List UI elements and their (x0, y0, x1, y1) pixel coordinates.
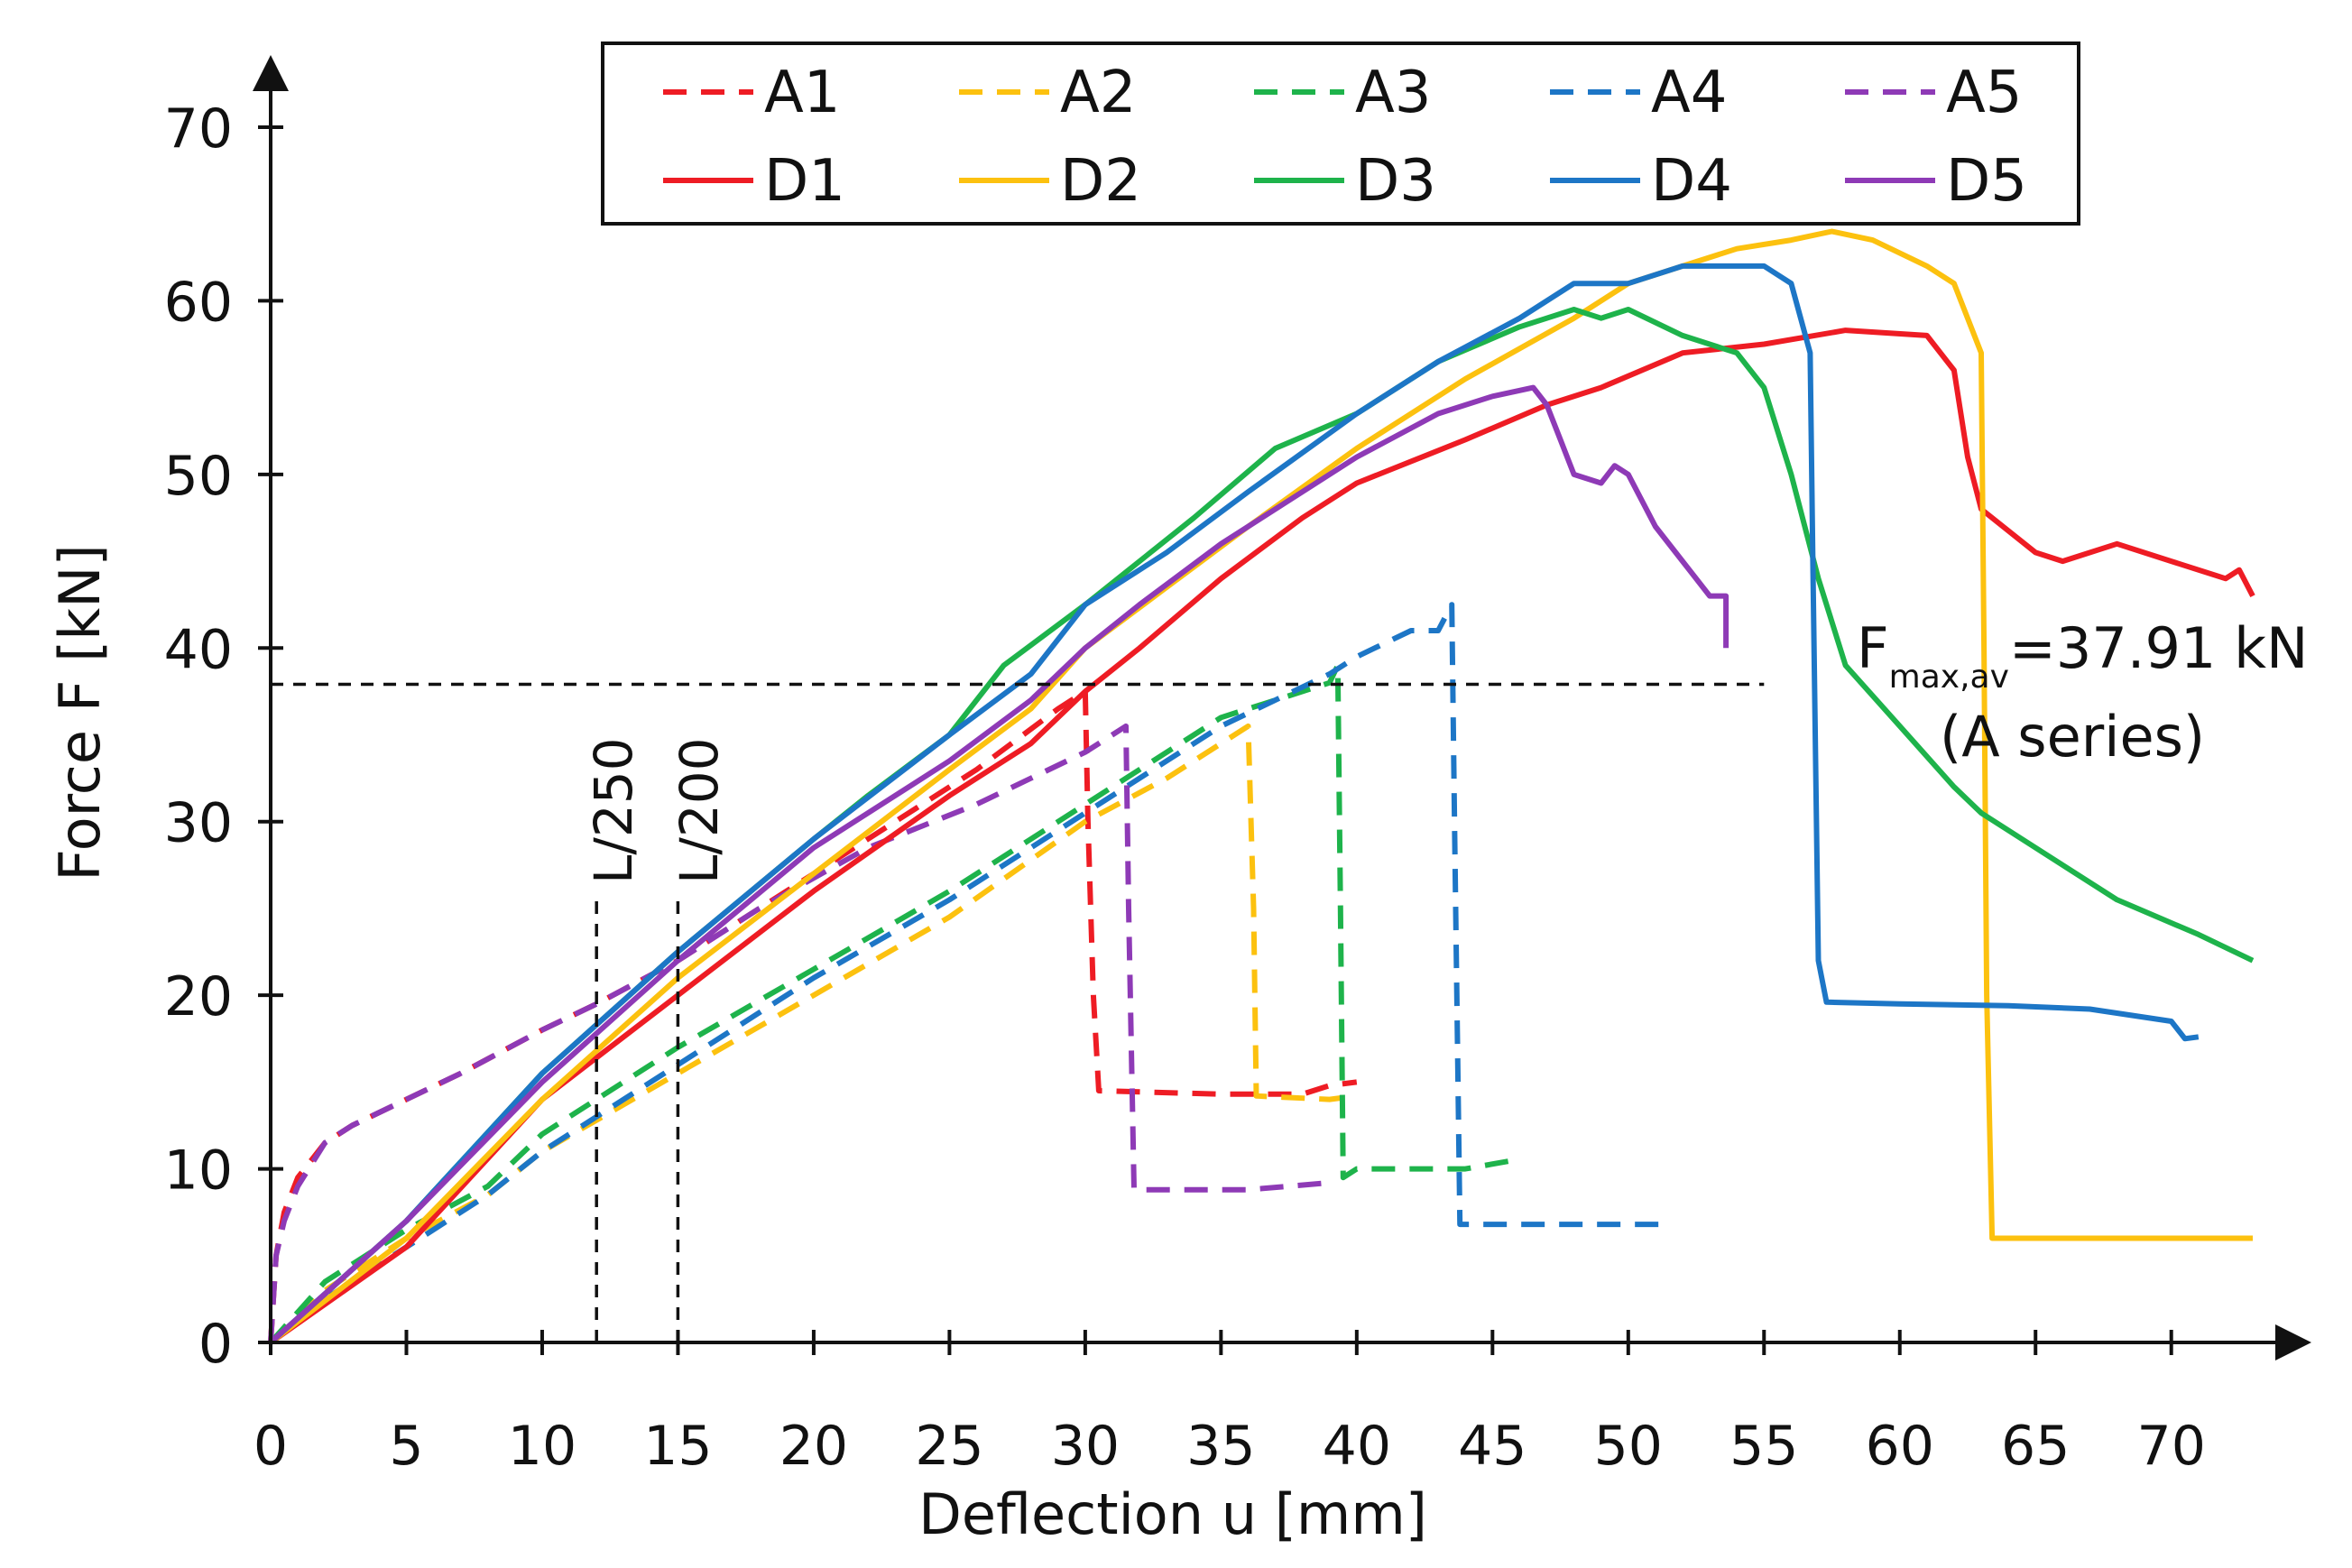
legend-label-d2: D2 (1060, 148, 1141, 215)
y-tick-label: 10 (164, 1139, 233, 1203)
y-tick-label: 0 (198, 1313, 233, 1376)
x-tick-label: 20 (779, 1415, 848, 1478)
legend-label-a4: A4 (1651, 60, 1728, 126)
x-tick-label: 50 (1594, 1415, 1663, 1478)
x-tick-label: 70 (2137, 1415, 2206, 1478)
legend-label-a2: A2 (1060, 60, 1137, 126)
x-tick-label: 30 (1051, 1415, 1120, 1478)
fmax-value: =37.91 kN (2009, 615, 2308, 681)
legend-label-d4: D4 (1651, 148, 1732, 215)
series-line-d4 (268, 263, 2200, 1345)
x-tick-label: 40 (1323, 1415, 1391, 1478)
x-tick-label: 45 (1458, 1415, 1526, 1478)
legend-label-d5: D5 (1946, 148, 2027, 215)
series-line-d5 (268, 384, 1729, 1345)
series-line-a3 (268, 662, 1515, 1345)
series-layer (268, 228, 2255, 1345)
y-tick-label: 70 (164, 97, 233, 161)
x-tick-label: 55 (1729, 1415, 1798, 1478)
series-line-a1 (268, 688, 1358, 1343)
series-line-a2 (268, 723, 1358, 1345)
annotation-layer: L/250 L/200 Fmax,av=37.91 kN (A series) (583, 615, 2308, 884)
fmax-symbol: F (1857, 615, 1889, 681)
legend-frame (601, 42, 2080, 226)
y-tick-label: 40 (164, 618, 233, 681)
tick-layer: 0 5 10 15 20 25 30 35 40 45 50 55 60 65 70 0 10 20 30 40 50 6… (164, 97, 2206, 1478)
legend-label-d1: D1 (764, 148, 845, 215)
x-tick-label: 25 (915, 1415, 983, 1478)
y-tick-label: 50 (164, 445, 233, 508)
fmax-annotation: Fmax,av=37.91 kN (1857, 615, 2308, 696)
x-tick-label: 5 (389, 1415, 423, 1478)
y-tick-label: 30 (164, 792, 233, 855)
fmax-subscript: max,av (1889, 659, 2009, 696)
marker-label-l200: L/200 (669, 737, 730, 884)
legend-label-a3: A3 (1355, 60, 1432, 126)
fmax-series-note: (A series) (1940, 704, 2205, 770)
y-tick-label: 60 (164, 271, 233, 334)
x-tick-label: 10 (508, 1415, 576, 1478)
y-tick-label: 20 (164, 965, 233, 1028)
y-axis-title: Force F [kN] (47, 544, 113, 881)
legend-label-a5: A5 (1946, 60, 2023, 126)
series-line-a4 (269, 602, 1669, 1345)
marker-label-l250: L/250 (583, 737, 644, 884)
x-axis-title: Deflection u [mm] (918, 1481, 1427, 1547)
x-tick-label: 0 (254, 1415, 288, 1478)
legend-label-d3: D3 (1355, 148, 1436, 215)
axes-layer (253, 55, 2311, 1360)
series-line-a5 (268, 723, 1330, 1343)
x-tick-label: 35 (1186, 1415, 1255, 1478)
x-tick-label: 65 (2001, 1415, 2070, 1478)
series-line-d1 (269, 327, 2255, 1345)
x-tick-label: 60 (1866, 1415, 1934, 1478)
x-tick-label: 15 (643, 1415, 712, 1478)
legend-label-a1: A1 (764, 60, 841, 126)
legend: A1 A2 A3 A4 A5 D1 D2 D3 D4 D5 (601, 42, 2080, 226)
